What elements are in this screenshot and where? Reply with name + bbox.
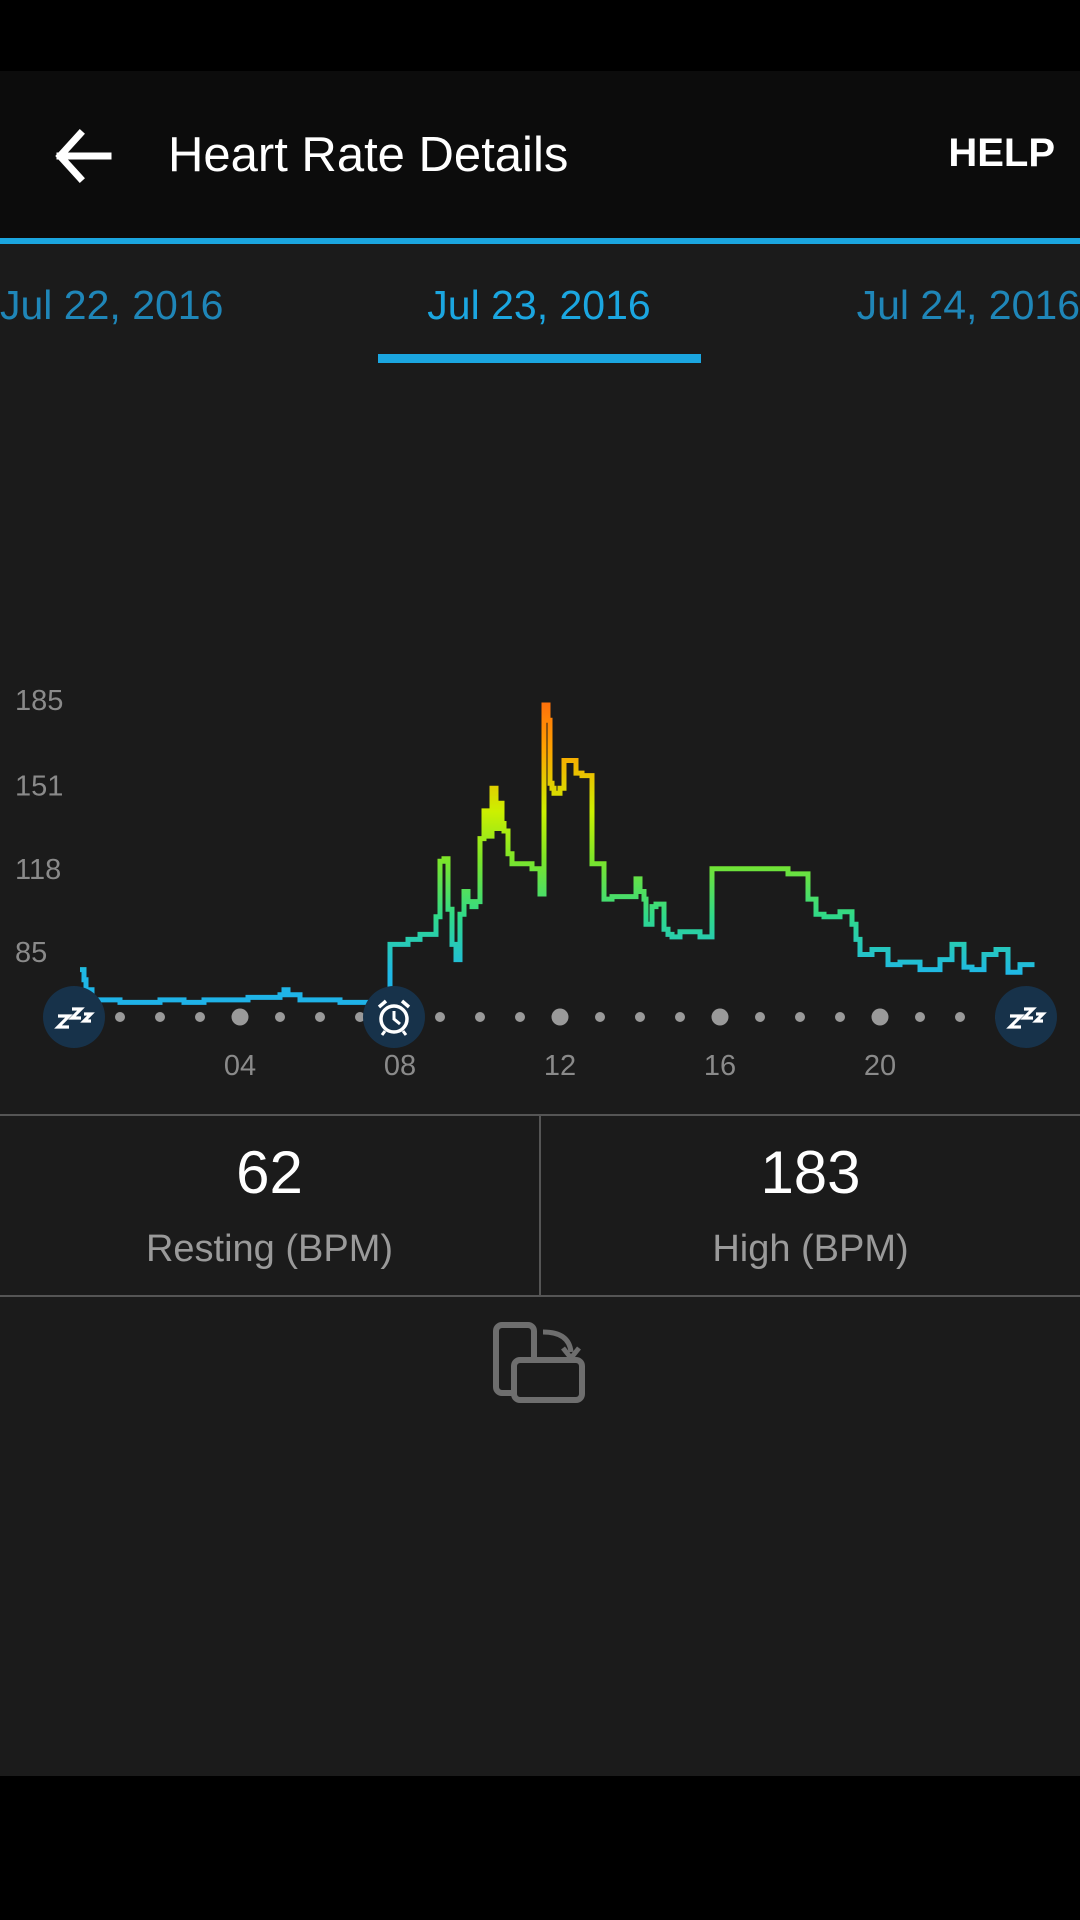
hour-dot — [955, 1012, 965, 1022]
hour-dot — [475, 1012, 485, 1022]
header-accent-line — [0, 238, 1080, 244]
stats-panel: 62 Resting (BPM) 183 High (BPM) — [0, 1114, 1080, 1297]
sleep-zzz-icon — [1006, 1007, 1047, 1029]
hour-dot — [755, 1012, 765, 1022]
hour-dot — [355, 1012, 365, 1022]
sleep-marker — [43, 986, 105, 1048]
hour-dot — [675, 1012, 685, 1022]
x-tick-label: 16 — [704, 1050, 736, 1082]
hour-dot — [635, 1012, 645, 1022]
hour-dot — [915, 1012, 925, 1022]
sleep-wake-markers — [43, 986, 1057, 1048]
x-tick-label: 08 — [384, 1050, 416, 1082]
hour-dot — [835, 1012, 845, 1022]
navigation-bar — [0, 1776, 1080, 1920]
hour-dot — [595, 1012, 605, 1022]
sleep-zzz-icon — [54, 1007, 95, 1029]
sleep-marker — [995, 986, 1057, 1048]
page-title: Heart Rate Details — [168, 128, 569, 182]
status-bar — [0, 0, 1080, 71]
resting-label: Resting (BPM) — [145, 1228, 394, 1270]
app-bar: Heart Rate Details HELP — [0, 71, 1080, 238]
heart-rate-line — [80, 702, 1035, 1005]
high-stat: 183 High (BPM) — [541, 1116, 1080, 1295]
heart-rate-series — [80, 702, 1035, 1005]
main-content: Jul 22, 2016 Jul 23, 2016 Jul 24, 2016 8… — [0, 244, 1080, 1776]
help-button[interactable]: HELP — [948, 131, 1055, 175]
hour-dot — [515, 1012, 525, 1022]
tab-next-day[interactable]: Jul 24, 2016 — [856, 282, 1080, 328]
rotate-device-button[interactable] — [491, 1320, 589, 1410]
x-tick-label: 04 — [224, 1050, 256, 1082]
y-axis: 85 118 151 185 — [15, 685, 63, 969]
y-tick-label: 118 — [15, 854, 61, 886]
resting-stat: 62 Resting (BPM) — [0, 1116, 541, 1295]
x-tick-label: 12 — [544, 1050, 576, 1082]
hour-dot — [115, 1012, 125, 1022]
y-tick-label: 185 — [15, 685, 63, 717]
hour-dot — [315, 1012, 325, 1022]
hour-dot — [195, 1012, 205, 1022]
rotate-device-icon — [493, 1322, 585, 1403]
hour-dot — [871, 1008, 889, 1026]
hour-dot — [711, 1008, 729, 1026]
x-tick-label: 20 — [864, 1050, 896, 1082]
hour-dot — [435, 1012, 445, 1022]
tab-current-day[interactable]: Jul 23, 2016 — [427, 282, 651, 328]
hour-dot — [155, 1012, 165, 1022]
hour-dot — [231, 1008, 249, 1026]
wake-marker — [363, 986, 425, 1048]
hour-dot — [795, 1012, 805, 1022]
tab-previous-day[interactable]: Jul 22, 2016 — [0, 282, 224, 328]
alarm-clock-icon — [377, 999, 411, 1036]
back-button[interactable] — [50, 126, 120, 186]
x-axis: 04 08 12 16 20 — [224, 1050, 896, 1082]
hour-dot — [551, 1008, 569, 1026]
tab-selected-indicator — [378, 354, 701, 363]
hour-dot — [275, 1012, 285, 1022]
hour-dots — [115, 1008, 1005, 1026]
heart-rate-chart: 85 118 151 185 04 08 12 16 20 — [15, 685, 1057, 1082]
high-value: 183 — [760, 1139, 861, 1206]
resting-value: 62 — [236, 1139, 303, 1206]
y-tick-label: 151 — [15, 771, 63, 803]
high-label: High (BPM) — [712, 1228, 909, 1270]
arrow-left-icon — [55, 129, 112, 183]
y-tick-label: 85 — [15, 937, 47, 969]
